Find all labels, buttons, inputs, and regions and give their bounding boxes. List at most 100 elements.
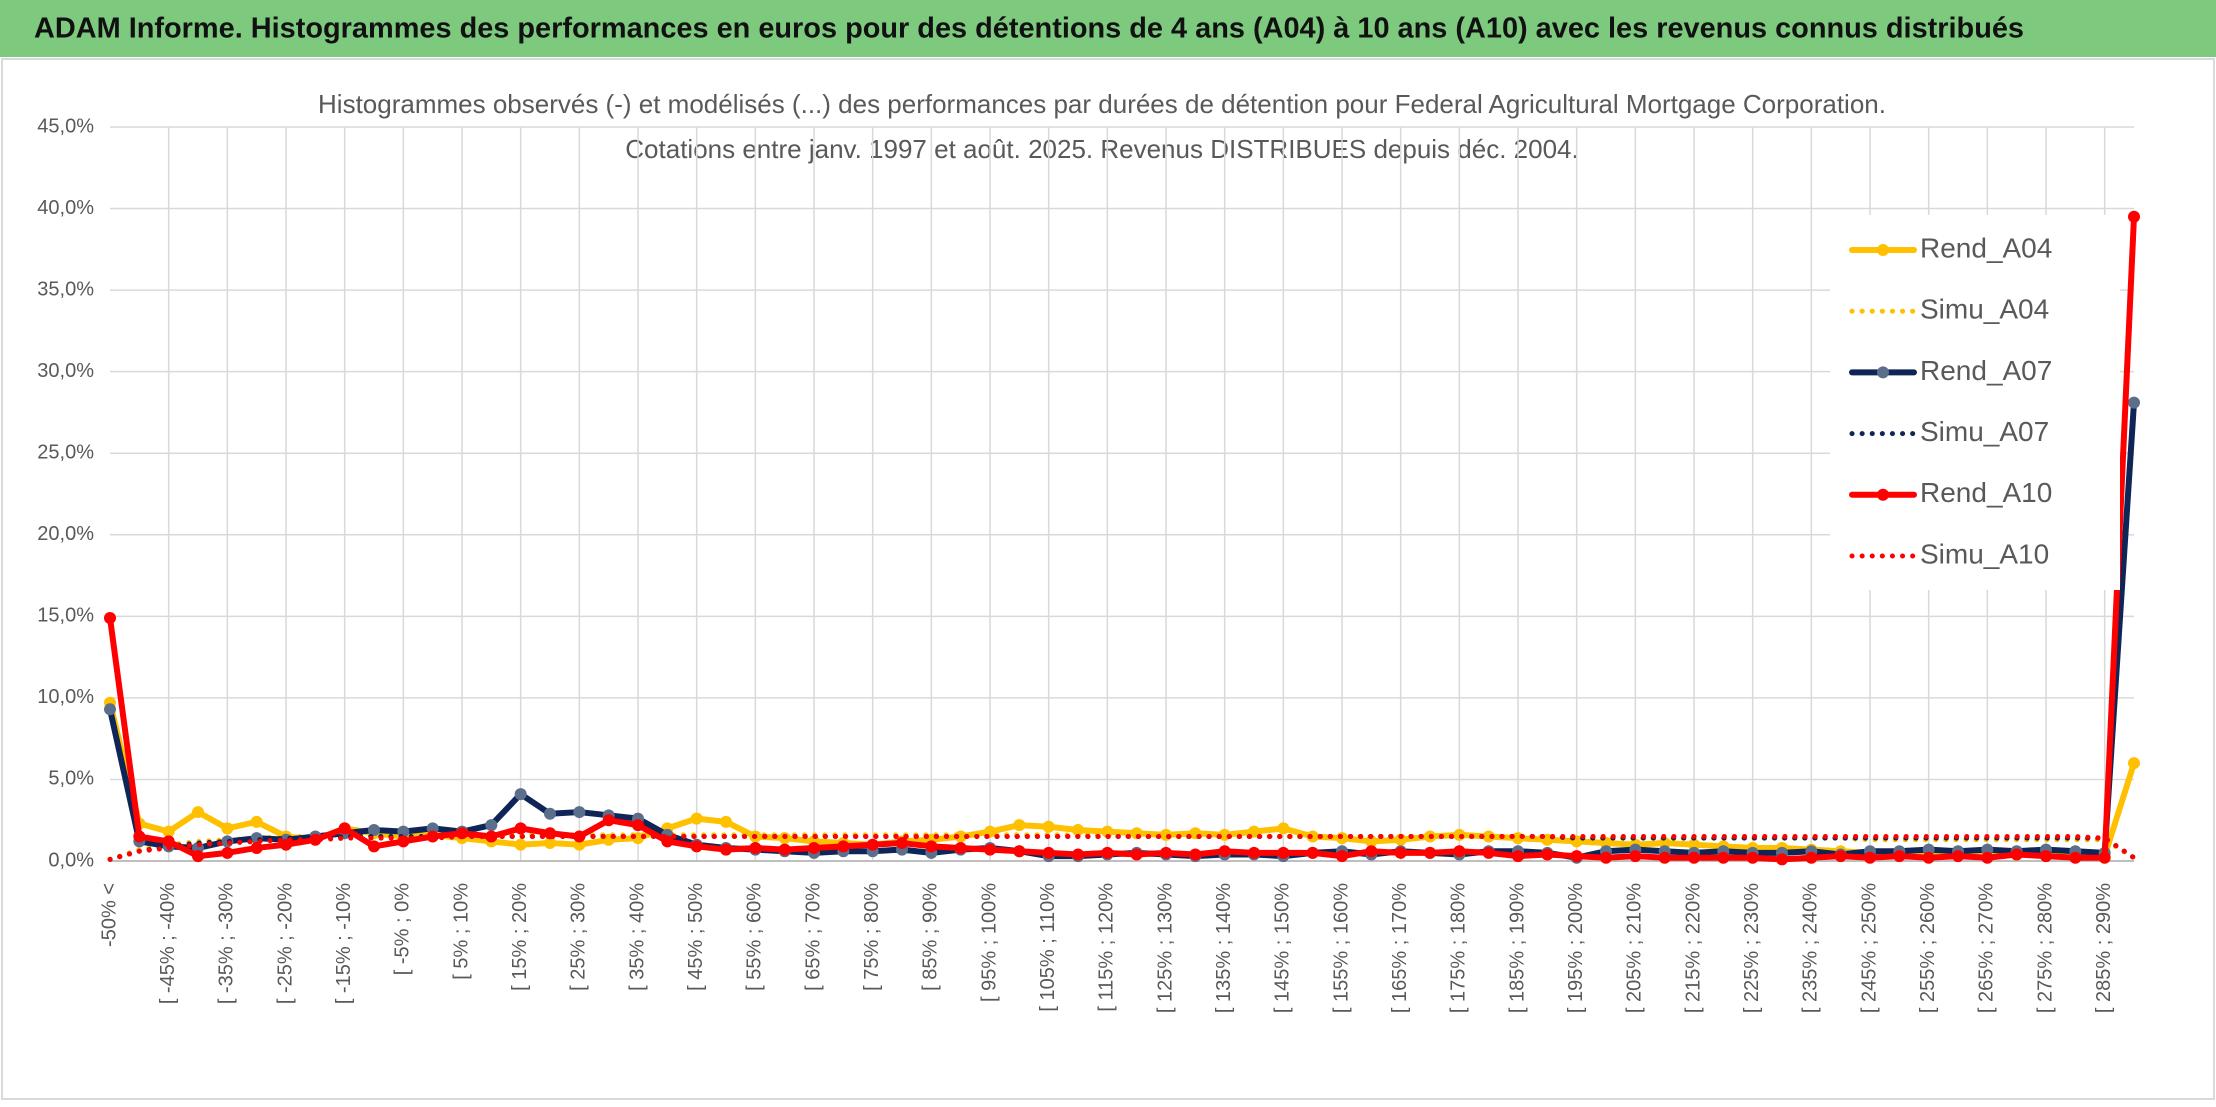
point [1893, 850, 1906, 863]
point [1512, 850, 1524, 863]
point [544, 807, 556, 820]
point [1981, 851, 1994, 864]
point [1952, 850, 1964, 863]
point [1394, 846, 1407, 859]
point [1277, 846, 1290, 859]
point [1013, 819, 1026, 832]
point [544, 837, 556, 850]
point [368, 840, 380, 853]
point [1365, 835, 1378, 848]
point [984, 843, 996, 856]
x-tick-label: [ 45% ; 50% [685, 883, 707, 991]
point [866, 838, 879, 851]
legend-box [1830, 215, 2120, 590]
point [1306, 846, 1319, 859]
x-tick-label: [ 155% ; 160% [1330, 883, 1352, 1013]
point [720, 815, 732, 828]
x-tick-label: [ 105% ; 110% [1037, 883, 1059, 1012]
point [749, 841, 762, 854]
x-tick-label: [ 165% ; 170% [1389, 883, 1411, 1013]
point [1453, 845, 1466, 858]
x-tick-label: [ 25% ; 30% [568, 883, 590, 991]
legend-marker [1877, 244, 1889, 256]
y-tick-label: 15,0% [37, 605, 94, 627]
point [485, 819, 498, 832]
point [250, 815, 263, 828]
y-tick-label: 35,0% [37, 278, 94, 300]
point [808, 841, 820, 854]
x-tick-label: [ 115% ; 120% [1096, 883, 1118, 1012]
point [338, 822, 351, 835]
point [1805, 851, 1818, 864]
point [1658, 851, 1671, 864]
point [1130, 848, 1143, 861]
point [954, 841, 967, 854]
point [1189, 848, 1202, 861]
legend-label: Rend_A10 [1920, 477, 2052, 508]
point [1600, 851, 1612, 864]
point [1424, 846, 1436, 859]
x-tick-label: [ 135% ; 140% [1213, 883, 1235, 1013]
x-tick-label: [ 35% ; 40% [626, 883, 648, 991]
x-tick-label: [ 195% ; 200% [1565, 883, 1587, 1013]
point [192, 806, 204, 819]
x-tick-label: [ 5% ; 10% [450, 883, 472, 980]
y-tick-label: 45,0% [37, 115, 94, 137]
point [1629, 850, 1642, 863]
point [1013, 845, 1026, 858]
point [2128, 757, 2140, 770]
point [1864, 851, 1876, 864]
point [162, 835, 175, 848]
point [514, 838, 527, 851]
chart-title: Histogrammes observés (-) et modélisés (… [318, 89, 1886, 119]
point [632, 819, 644, 832]
point [221, 822, 234, 835]
x-tick-label: [ 55% ; 60% [744, 883, 766, 991]
point [1776, 853, 1788, 866]
point [1570, 850, 1583, 863]
point [778, 843, 791, 856]
point [1541, 848, 1554, 861]
point [2040, 850, 2052, 863]
point [896, 837, 908, 850]
point [368, 824, 380, 837]
x-tick-label: [ 235% ; 240% [1800, 883, 1822, 1013]
x-tick-label: [ 145% ; 150% [1272, 883, 1294, 1013]
x-tick-label: [ 125% ; 130% [1154, 883, 1176, 1013]
point [162, 825, 175, 838]
point [456, 827, 468, 840]
point [2010, 848, 2023, 861]
point [1042, 820, 1055, 833]
x-tick-label: [ 15% ; 20% [509, 883, 531, 991]
point [1482, 830, 1495, 843]
x-tick-label: [ 245% ; 250% [1858, 883, 1880, 1013]
point [2069, 851, 2082, 864]
y-tick-label: 25,0% [37, 442, 94, 464]
legend-label: Rend_A07 [1920, 355, 2052, 386]
x-tick-label: [ 215% ; 220% [1682, 883, 1704, 1013]
header-bar [0, 0, 2216, 57]
y-tick-label: 5,0% [48, 768, 94, 790]
point [1248, 846, 1260, 859]
series-line [107, 213, 2137, 863]
y-tick-label: 10,0% [37, 686, 94, 708]
x-tick-label: [ 65% ; 70% [802, 883, 824, 991]
legend-label: Simu_A04 [1920, 294, 2049, 325]
x-tick-label: [ 225% ; 230% [1741, 883, 1763, 1013]
chart-subtitle: Cotations entre janv. 1997 et août. 2025… [625, 134, 1578, 164]
point [1101, 825, 1114, 838]
point [1922, 851, 1935, 864]
point [1218, 845, 1231, 858]
series-line [107, 834, 2137, 862]
point [1336, 850, 1348, 863]
x-tick-label: [ 285% ; 290% [2093, 883, 2115, 1013]
x-tick-label: [ 205% ; 210% [1624, 883, 1646, 1013]
point [925, 840, 938, 853]
point [1160, 846, 1172, 859]
point [514, 822, 527, 835]
point [1042, 846, 1055, 859]
point [573, 830, 586, 843]
legend-label: Simu_A10 [1920, 538, 2049, 569]
point [573, 806, 586, 819]
